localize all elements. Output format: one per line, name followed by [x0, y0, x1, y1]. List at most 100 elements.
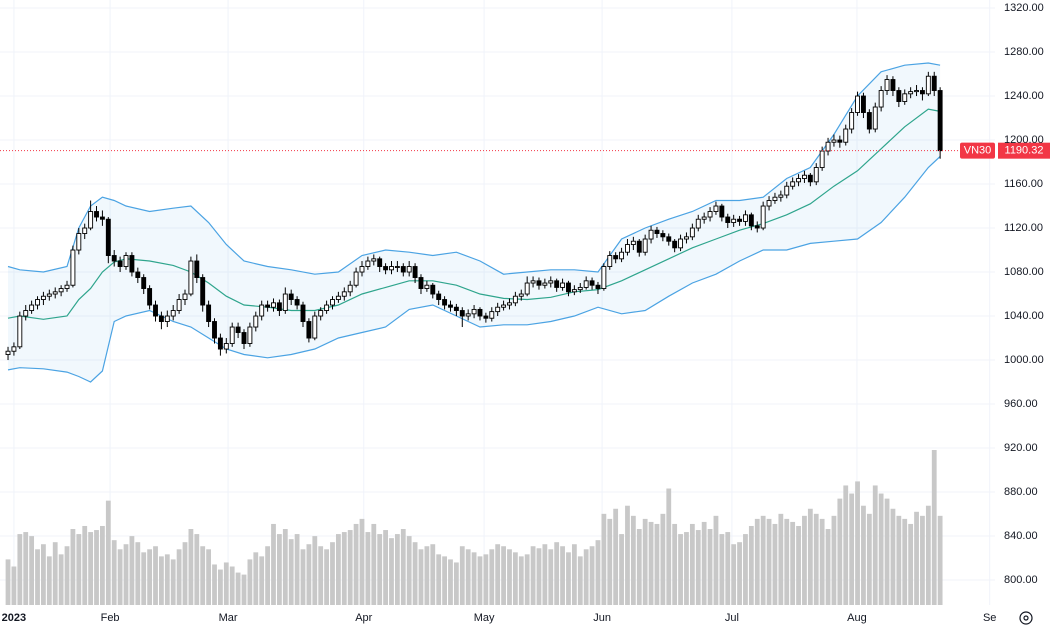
lower-band — [7, 156, 941, 383]
candle-body — [235, 326, 241, 333]
candle-body — [772, 196, 778, 201]
candle-body — [23, 310, 29, 317]
candle-body — [931, 75, 937, 91]
candle-body — [99, 216, 105, 220]
price-tag: 1190.32 — [1005, 145, 1044, 157]
y-tick-label: 800.00 — [1004, 574, 1038, 586]
volume-bar — [188, 529, 194, 605]
y-tick-label: 1120.00 — [1004, 222, 1043, 234]
volume-bar — [660, 513, 666, 605]
volume-bar — [678, 534, 683, 605]
candle-body — [483, 315, 489, 319]
volume-bar — [400, 529, 406, 605]
volume-bar — [630, 515, 636, 605]
volume-bar — [790, 521, 796, 605]
volume-bar — [229, 566, 235, 605]
volume-bar — [389, 538, 394, 605]
volume-bar — [778, 513, 784, 605]
candle-body — [453, 306, 459, 311]
y-tick-label: 840.00 — [1004, 530, 1038, 542]
volume-bar — [507, 549, 512, 605]
candle-body — [200, 277, 206, 306]
candle-body — [642, 238, 648, 253]
volume-bar — [412, 542, 418, 605]
candle-body — [589, 280, 595, 286]
volume-bar — [294, 534, 300, 605]
x-tick-label: May — [474, 612, 495, 624]
candle-body — [52, 291, 58, 295]
candle-body — [678, 238, 684, 249]
candle-body — [170, 310, 176, 317]
volume-bar — [35, 549, 40, 605]
candle-body — [825, 141, 831, 152]
y-tick-label: 1080.00 — [1004, 266, 1044, 278]
candle-body — [64, 284, 70, 289]
candle-body — [365, 260, 371, 267]
volume-bar — [377, 534, 383, 605]
volume-bar — [754, 518, 760, 605]
candle-body — [613, 255, 619, 260]
volume-bar — [64, 546, 70, 605]
candle-body — [566, 282, 571, 293]
candle-body — [11, 346, 17, 352]
candle-body — [371, 258, 377, 262]
candle-body — [471, 308, 477, 315]
candle-body — [754, 225, 760, 229]
candle-body — [117, 260, 123, 267]
volume-bar — [182, 542, 188, 605]
volume-bar — [194, 534, 200, 605]
volume-bar — [501, 546, 506, 605]
candle-body — [914, 90, 919, 93]
volume-bar — [571, 544, 577, 605]
gear-ring — [1019, 611, 1033, 625]
volume-bar — [276, 534, 282, 605]
candle-body — [819, 150, 825, 168]
y-tick-label: 960.00 — [1004, 398, 1038, 410]
volume-bar — [542, 544, 548, 605]
volume-bar — [135, 542, 141, 605]
candle-body — [583, 280, 589, 288]
candle-body — [241, 332, 247, 344]
volume-bar — [105, 500, 111, 605]
volume-bar — [872, 485, 878, 605]
candle-body — [430, 284, 436, 295]
last-price: VN30 1190.32 — [0, 142, 1050, 159]
candle-body — [701, 216, 707, 220]
candle-body — [312, 315, 318, 339]
candle-body — [919, 90, 925, 95]
candle-body — [896, 90, 902, 102]
candle-body — [294, 299, 300, 306]
candle-body — [318, 310, 324, 317]
candle-body — [141, 277, 147, 289]
volume-bar — [743, 534, 748, 605]
volume-bar — [855, 481, 860, 605]
volume-bar — [436, 554, 442, 605]
candle-body — [595, 284, 601, 289]
candle-body — [406, 266, 412, 273]
candle-body — [719, 205, 725, 218]
settings-icon[interactable] — [1019, 611, 1033, 625]
volume-bar — [94, 530, 99, 605]
volume-bar — [489, 549, 495, 605]
candle-body — [229, 326, 235, 344]
volume-bar — [536, 548, 542, 605]
volume-bar — [666, 488, 672, 605]
volume-bar — [619, 534, 624, 605]
candle-body — [424, 284, 430, 289]
volume-bar — [330, 542, 335, 605]
volume-bar — [153, 546, 158, 605]
volume-bar — [300, 549, 306, 605]
candle-body — [153, 304, 158, 317]
upper-band — [7, 62, 941, 275]
candle-body — [282, 293, 288, 311]
volume-bar — [931, 450, 937, 605]
volume-bar — [524, 554, 530, 605]
volume-bar — [394, 534, 400, 605]
candle-body — [937, 90, 943, 152]
volume-bar — [813, 513, 819, 605]
volume-bar — [88, 532, 94, 605]
volume-bar — [459, 546, 465, 605]
volume-bar — [442, 556, 447, 605]
candle-body — [855, 95, 860, 113]
volume-bar — [418, 549, 424, 605]
